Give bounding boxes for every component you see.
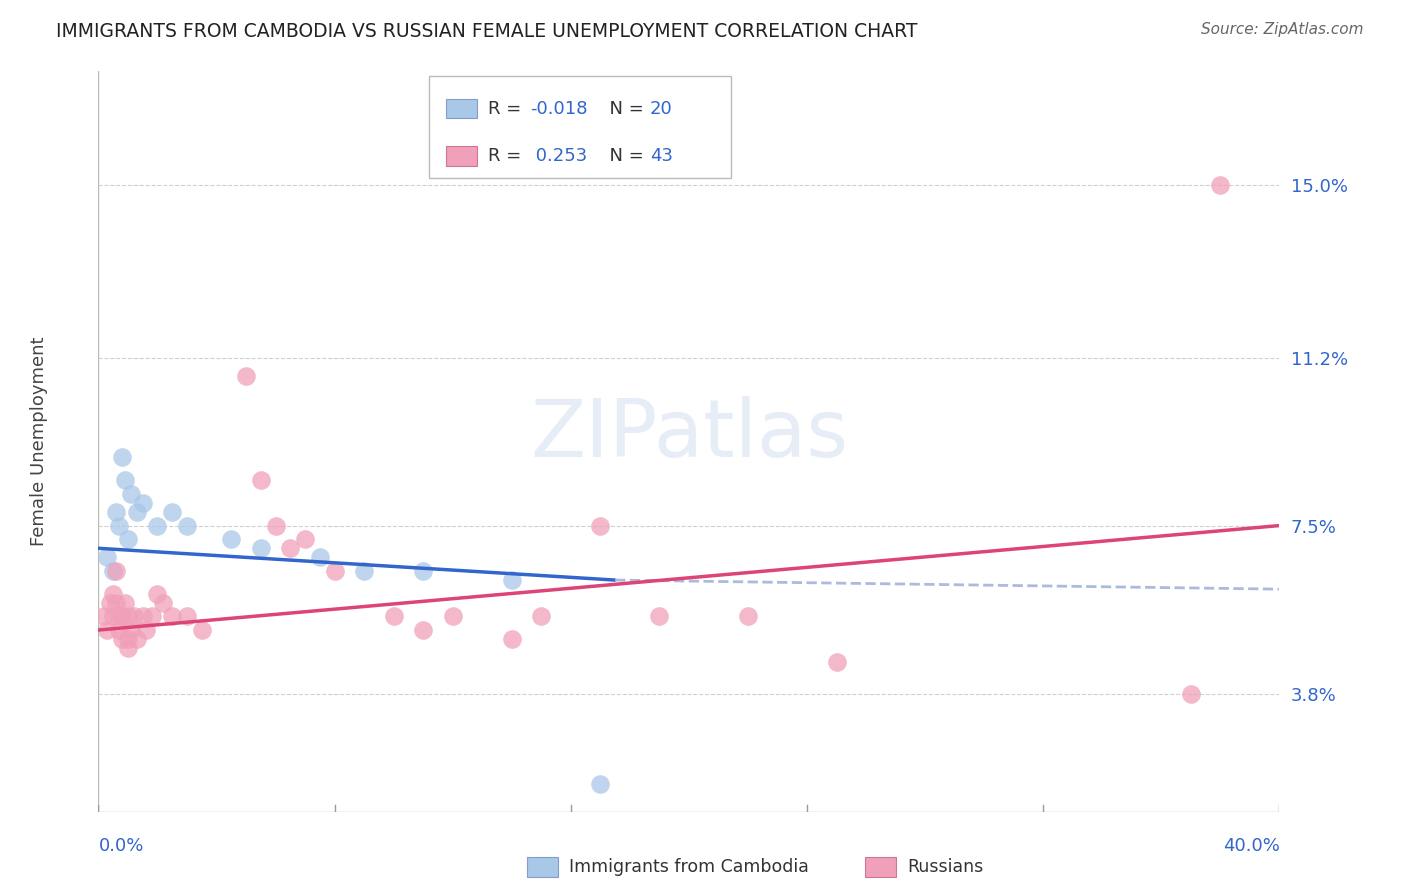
Point: [117, 609, 139, 624]
Point: [1180, 687, 1202, 701]
Point: [309, 550, 332, 565]
Point: [589, 518, 612, 533]
Point: [530, 609, 553, 624]
Point: [146, 518, 169, 533]
Point: [135, 623, 157, 637]
Point: [191, 623, 214, 637]
Point: [176, 518, 198, 533]
Point: [108, 609, 131, 624]
Point: [117, 532, 139, 546]
Text: 0.0%: 0.0%: [98, 837, 143, 855]
Point: [98, 596, 121, 610]
Point: [117, 632, 139, 647]
Point: [441, 609, 464, 624]
Point: [353, 564, 375, 578]
Point: [103, 609, 125, 624]
Text: 43: 43: [650, 147, 672, 165]
Text: -0.018: -0.018: [530, 100, 588, 118]
Point: [501, 632, 523, 647]
Text: 40.0%: 40.0%: [1223, 837, 1279, 855]
Text: N =: N =: [598, 147, 650, 165]
Text: 20: 20: [650, 100, 672, 118]
Point: [125, 505, 148, 519]
Point: [235, 368, 257, 383]
Point: [108, 518, 131, 533]
Point: [221, 532, 243, 546]
Point: [382, 609, 405, 624]
Point: [111, 609, 134, 624]
Point: [111, 632, 134, 647]
Point: [105, 564, 128, 578]
Point: [825, 655, 848, 669]
Point: [125, 632, 148, 647]
Point: [105, 596, 128, 610]
Text: N =: N =: [598, 100, 650, 118]
Point: [280, 541, 302, 556]
Text: Immigrants from Cambodia: Immigrants from Cambodia: [569, 858, 810, 876]
Point: [103, 564, 125, 578]
Text: Russians: Russians: [907, 858, 983, 876]
Point: [501, 573, 523, 587]
Point: [111, 450, 134, 465]
Point: [108, 623, 131, 637]
Point: [176, 609, 198, 624]
Point: [103, 587, 125, 601]
Point: [250, 473, 273, 487]
Point: [1209, 178, 1232, 192]
Point: [162, 505, 183, 519]
Point: [264, 518, 287, 533]
Text: Source: ZipAtlas.com: Source: ZipAtlas.com: [1201, 22, 1364, 37]
Point: [93, 609, 115, 624]
Point: [146, 587, 169, 601]
Point: [323, 564, 346, 578]
Point: [96, 550, 118, 565]
Point: [250, 541, 273, 556]
Point: [737, 609, 759, 624]
Point: [141, 609, 163, 624]
Point: [96, 623, 118, 637]
Text: R =: R =: [488, 147, 527, 165]
Point: [120, 623, 142, 637]
Point: [162, 609, 183, 624]
Point: [132, 496, 155, 510]
Point: [648, 609, 671, 624]
Point: [122, 609, 145, 624]
Point: [105, 505, 128, 519]
Text: Female Unemployment: Female Unemployment: [31, 337, 48, 546]
Text: ZIPatlas: ZIPatlas: [530, 396, 848, 474]
Point: [412, 623, 434, 637]
Text: R =: R =: [488, 100, 527, 118]
Point: [132, 609, 155, 624]
Text: 0.253: 0.253: [530, 147, 588, 165]
Point: [117, 641, 139, 656]
Point: [412, 564, 434, 578]
Point: [152, 596, 174, 610]
Point: [589, 777, 612, 791]
Point: [114, 596, 136, 610]
Text: IMMIGRANTS FROM CAMBODIA VS RUSSIAN FEMALE UNEMPLOYMENT CORRELATION CHART: IMMIGRANTS FROM CAMBODIA VS RUSSIAN FEMA…: [56, 22, 918, 41]
Point: [294, 532, 316, 546]
Point: [120, 487, 142, 501]
Point: [114, 473, 136, 487]
